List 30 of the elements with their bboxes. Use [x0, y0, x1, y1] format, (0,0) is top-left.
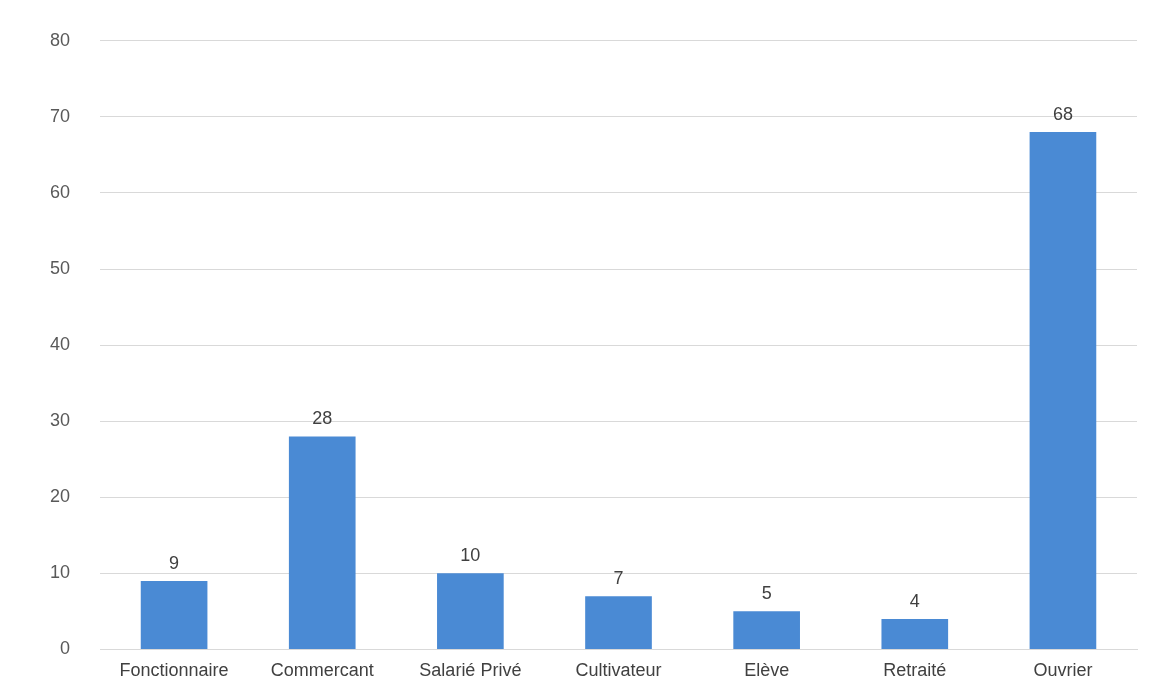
bar — [733, 611, 800, 649]
bar — [1029, 132, 1097, 649]
data-label: 5 — [761, 583, 772, 604]
bar — [437, 573, 504, 649]
x-tick-label: Salarié Privé — [419, 660, 522, 681]
y-tick-label: 80 — [49, 29, 71, 50]
y-tick-label: 40 — [49, 334, 71, 355]
data-label: 7 — [613, 568, 624, 589]
data-label: 10 — [460, 545, 481, 566]
y-tick-label: 30 — [49, 410, 71, 431]
y-tick-label: 60 — [49, 181, 71, 202]
x-tick-label: Fonctionnaire — [119, 660, 229, 681]
y-tick-label: 0 — [60, 638, 71, 659]
bar — [881, 618, 949, 649]
data-label: 4 — [909, 590, 920, 611]
x-tick-label: Elève — [744, 660, 790, 681]
data-label: 9 — [169, 552, 180, 573]
y-tick-label: 10 — [49, 562, 71, 583]
x-tick-label: Retraité — [883, 660, 947, 681]
x-tick-label: Ouvrier — [1033, 660, 1093, 681]
bar — [585, 596, 652, 649]
bar — [288, 436, 356, 649]
bar — [140, 580, 208, 649]
y-tick-label: 20 — [49, 486, 71, 507]
data-label: 68 — [1052, 104, 1073, 125]
x-tick-label: Cultivateur — [575, 660, 662, 681]
y-tick-label: 70 — [49, 105, 71, 126]
x-tick-label: Commercant — [270, 660, 374, 681]
y-tick-label: 50 — [49, 257, 71, 278]
data-label: 28 — [312, 408, 333, 429]
